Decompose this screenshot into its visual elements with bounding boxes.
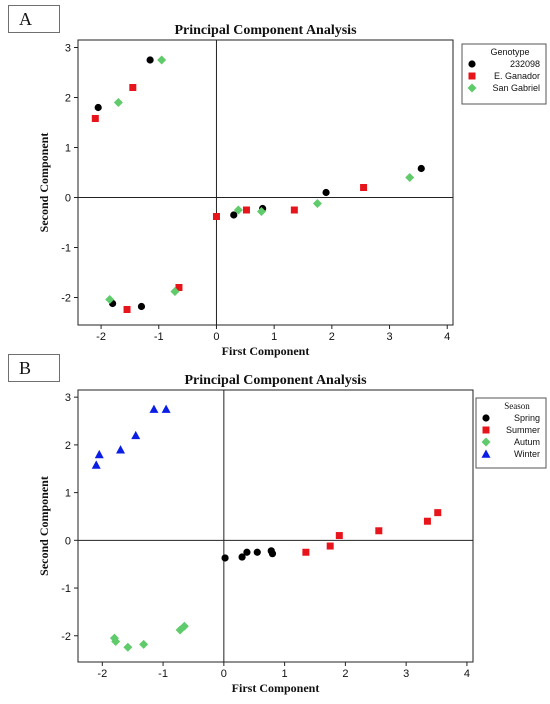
point-e-ganador: [175, 284, 183, 291]
panel-label-a: A: [8, 5, 60, 33]
legend-title: Genotype: [490, 47, 529, 57]
point-summer: [423, 517, 431, 525]
point-e-ganador: [242, 206, 250, 214]
point-san-gabriel: [256, 207, 266, 216]
chart-a: Principal Component Analysis -2 -1 0 1 2 3 4 -2 -…: [37, 23, 547, 358]
point-232098: [417, 164, 425, 173]
point-san-gabriel: [113, 98, 123, 107]
legend-label-e-ganador: E. Ganador: [494, 71, 540, 81]
legend-label-winter: Winter: [514, 449, 540, 459]
legend-label-232098: 232098: [510, 59, 540, 69]
point-summer: [302, 548, 310, 556]
point-winter: [149, 404, 159, 413]
y-tick-label: -1: [61, 583, 71, 595]
y-tick-label: -2: [61, 631, 71, 643]
legend-marker-spring: [482, 414, 490, 422]
x-tick-label: 2: [342, 668, 348, 680]
legend-label-spring: Spring: [514, 413, 540, 423]
point-san-gabriel: [233, 205, 243, 215]
x-axis-label: First Component: [222, 344, 310, 358]
x-axis-label: First Component: [232, 681, 320, 695]
x-tick-label: 1: [271, 331, 277, 343]
legend-label-san-gabriel: San Gabriel: [492, 83, 540, 93]
point-winter: [131, 430, 141, 440]
x-tick-label: 3: [403, 668, 409, 680]
x-tick-label: -2: [96, 331, 106, 343]
point-232098: [146, 56, 154, 64]
x-tick-label: -1: [158, 668, 168, 680]
plot-frame: [77, 389, 474, 663]
x-tick-label: 4: [464, 668, 470, 680]
y-tick-label: 2: [65, 440, 71, 452]
point-232098: [137, 302, 146, 311]
y-axis-label: Second Component: [37, 476, 51, 576]
legend-label-autum: Autum: [514, 437, 540, 447]
legend-label-summer: Summer: [506, 425, 540, 435]
point-autum: [139, 639, 149, 649]
x-tick-label: 0: [213, 331, 219, 343]
legend-box: [461, 43, 547, 105]
y-tick-label: -2: [61, 293, 71, 305]
legend-marker-autum: [481, 437, 491, 447]
y-tick-label: 2: [65, 93, 71, 105]
legend-marker-winter: [481, 449, 491, 458]
x-tick-label: 2: [329, 331, 335, 343]
chart-title: Principal Component Analysis: [174, 23, 357, 38]
chart-title: Principal Component Analysis: [184, 373, 367, 388]
point-e-ganador: [360, 184, 368, 191]
point-autum: [123, 642, 133, 652]
legend-marker-summer: [482, 426, 490, 434]
point-summer: [326, 542, 334, 550]
point-san-gabriel: [312, 199, 322, 208]
point-summer: [434, 509, 442, 517]
x-tick-label: 0: [221, 668, 227, 680]
point-e-ganador: [129, 84, 137, 91]
point-232098: [230, 211, 238, 219]
y-tick-label: 3: [65, 43, 71, 55]
legend-marker-san-gabriel: [467, 83, 477, 93]
point-spring: [243, 548, 251, 556]
x-tick-label: -1: [154, 331, 164, 343]
x-tick-label: 3: [386, 331, 392, 343]
chart-b: Principal Component Analysis -2 -1 0 1 2 3 4 -2 -…: [37, 373, 547, 695]
point-232098: [322, 188, 330, 197]
legend-marker-e-ganador: [468, 72, 476, 80]
legend-title: Season: [504, 401, 530, 411]
y-tick-label: 1: [65, 143, 71, 155]
point-autum: [111, 636, 121, 646]
legend-marker-232098: [468, 60, 476, 68]
point-winter: [116, 445, 126, 454]
x-tick-label: 1: [282, 668, 288, 680]
y-tick-label: 3: [65, 392, 71, 404]
point-e-ganador: [212, 213, 220, 220]
point-spring: [268, 550, 277, 558]
y-tick-label: 0: [65, 535, 71, 547]
y-tick-label: -1: [61, 243, 71, 255]
point-san-gabriel: [170, 287, 180, 296]
point-spring: [238, 553, 246, 561]
point-san-gabriel: [157, 55, 167, 65]
point-e-ganador: [290, 206, 298, 214]
point-winter: [91, 460, 101, 469]
point-spring: [221, 554, 229, 562]
point-232098: [94, 103, 102, 112]
point-e-ganador: [91, 115, 99, 122]
point-summer: [375, 527, 383, 535]
point-winter: [94, 449, 104, 459]
y-tick-label: 0: [65, 193, 71, 205]
y-axis-label: Second Component: [37, 133, 51, 233]
point-autum: [179, 621, 189, 631]
point-san-gabriel: [405, 173, 415, 182]
point-summer: [335, 532, 343, 540]
x-tick-label: -2: [97, 668, 107, 680]
plot-frame: [77, 39, 454, 326]
point-san-gabriel: [105, 295, 115, 304]
y-tick-label: 1: [65, 488, 71, 500]
panel-label-b: B: [8, 354, 60, 382]
point-winter: [161, 404, 171, 413]
point-spring: [253, 548, 261, 556]
point-e-ganador: [123, 306, 131, 313]
x-tick-label: 4: [444, 331, 450, 343]
